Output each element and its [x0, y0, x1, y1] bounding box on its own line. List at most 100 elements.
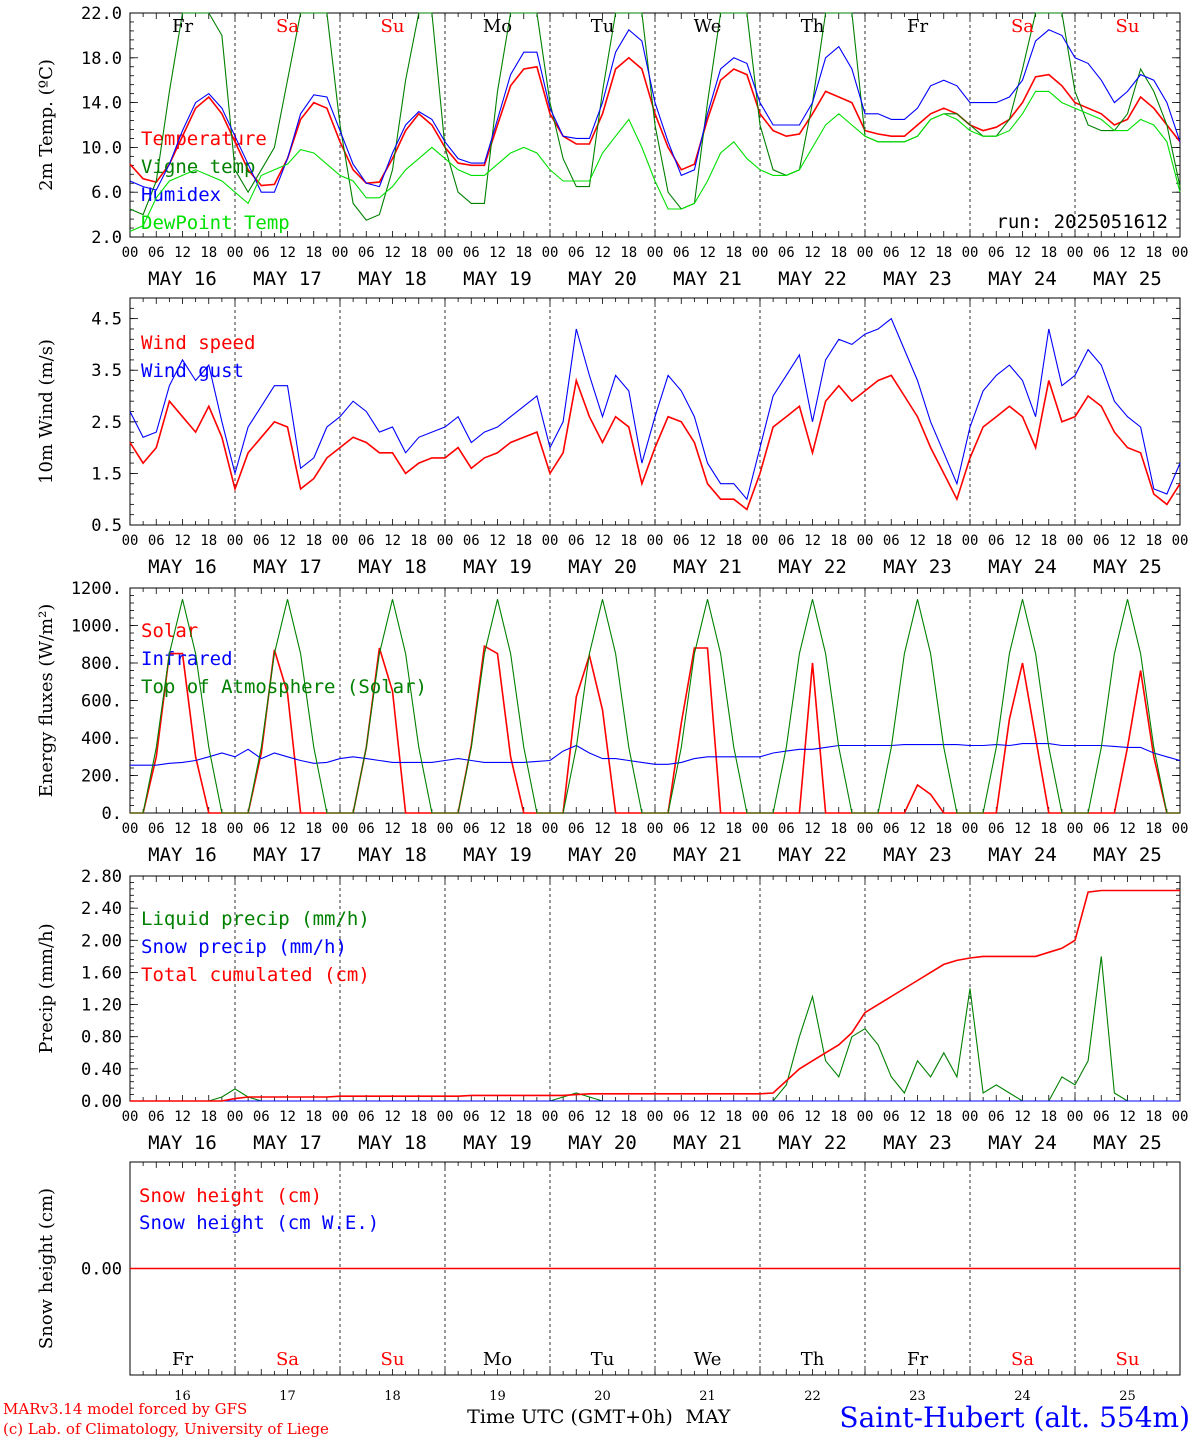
legend-entry: DewPoint Temp: [141, 212, 290, 234]
y-tick-label: 200.: [81, 767, 122, 787]
hour-tick-label: 12: [384, 821, 401, 837]
y-tick-label: 3.5: [91, 361, 122, 381]
hour-tick-label: 06: [673, 1109, 690, 1125]
hour-tick-label: 06: [568, 1109, 585, 1125]
date-label: MAY 22: [778, 844, 847, 866]
plot-frame: [129, 587, 1181, 814]
hour-tick-label: 12: [1014, 821, 1031, 837]
date-label: MAY 24: [988, 1132, 1057, 1154]
hour-tick-label: 18: [1040, 1109, 1057, 1125]
hour-tick-label: 06: [148, 245, 165, 261]
y-tick-label: 1200.: [71, 579, 122, 599]
date-label: MAY 23: [883, 268, 952, 290]
date-label: MAY 21: [673, 556, 742, 578]
date-label: MAY 18: [358, 268, 427, 290]
date-label: MAY 17: [253, 844, 322, 866]
hour-tick-label: 00: [332, 1109, 349, 1125]
hour-tick-label: 06: [1093, 1109, 1110, 1125]
panel-2: 0.5 1.5 2.5 3.5 4.5 10m Wind (m/s) Wind speed W…: [36, 297, 1188, 578]
date-label: MAY 24: [988, 844, 1057, 866]
hour-tick-label: 00: [227, 1109, 244, 1125]
hour-tick-label: 06: [988, 533, 1005, 549]
y-tick-label: 6.0: [91, 183, 122, 203]
date-label: MAY 20: [568, 556, 637, 578]
hour-tick-label: 06: [253, 245, 270, 261]
hour-tick-label: 06: [148, 821, 165, 837]
y-tick-label: 2.80: [81, 867, 122, 887]
day-name: Su: [381, 1349, 405, 1370]
hour-tick-label: 06: [778, 533, 795, 549]
hour-tick-label: 18: [1040, 533, 1057, 549]
hour-tick-label: 12: [909, 1109, 926, 1125]
hour-tick-label: 00: [227, 533, 244, 549]
hour-tick-label: 00: [857, 533, 874, 549]
date-label: MAY 24: [988, 268, 1057, 290]
y-tick-label: 1.20: [81, 996, 122, 1016]
hour-tick-label: 18: [830, 821, 847, 837]
hour-tick-label: 12: [1014, 533, 1031, 549]
hour-tick-label: 18: [725, 245, 742, 261]
hour-tick-label: 12: [384, 245, 401, 261]
hour-tick-label: 00: [437, 245, 454, 261]
hour-tick-label: 00: [332, 821, 349, 837]
hour-tick-label: 00: [542, 533, 559, 549]
panel-1: 2.0 6.0 10.0 14.0 18.0 22.0 2m Temp. (ºC) Tempe…: [36, 4, 1188, 290]
hour-tick-label: 18: [620, 245, 637, 261]
hour-tick-label: 00: [647, 821, 664, 837]
station-label: Saint-Hubert (alt. 554m): [839, 1401, 1190, 1434]
day-number: 21: [699, 1389, 716, 1404]
hour-tick-label: 06: [148, 1109, 165, 1125]
hour-tick-label: 00: [647, 533, 664, 549]
date-label: MAY 20: [568, 844, 637, 866]
hour-tick-label: 06: [568, 533, 585, 549]
hour-tick-label: 12: [1014, 1109, 1031, 1125]
hour-tick-label: 00: [1172, 821, 1189, 837]
hour-tick-label: 18: [830, 533, 847, 549]
hour-tick-label: 12: [804, 533, 821, 549]
legend-entry: Snow precip (mm/h): [141, 936, 347, 958]
hour-tick-label: 00: [752, 533, 769, 549]
day-name: Fr: [172, 1349, 193, 1370]
hour-tick-label: 18: [935, 245, 952, 261]
hour-tick-label: 18: [1040, 245, 1057, 261]
y-tick-label: 2.40: [81, 899, 122, 919]
hour-tick-label: 00: [752, 821, 769, 837]
hour-tick-label: 06: [463, 821, 480, 837]
hour-tick-label: 12: [909, 821, 926, 837]
hour-tick-label: 00: [1067, 245, 1084, 261]
hour-tick-label: 18: [410, 533, 427, 549]
hour-tick-label: 00: [542, 245, 559, 261]
y-tick-label: 600.: [81, 692, 122, 712]
hour-tick-label: 12: [699, 1109, 716, 1125]
hour-tick-label: 12: [804, 821, 821, 837]
hour-tick-label: 00: [962, 533, 979, 549]
hour-tick-label: 06: [358, 1109, 375, 1125]
hour-tick-label: 00: [752, 245, 769, 261]
series-line-dewpoint-temp: [129, 90, 1181, 232]
day-name: Mo: [483, 16, 512, 37]
hour-tick-label: 06: [1093, 821, 1110, 837]
legend-entry: Wind gust: [141, 360, 244, 382]
hour-tick-label: 18: [200, 245, 217, 261]
hour-tick-label: 18: [620, 533, 637, 549]
date-label: MAY 21: [673, 268, 742, 290]
y-axis-label: Energy fluxes (W/m²): [36, 604, 57, 798]
day-number: 17: [279, 1389, 296, 1404]
series-line-vigne-temp: [129, 12, 1181, 221]
hour-tick-label: 18: [830, 245, 847, 261]
hour-tick-label: 18: [1145, 245, 1162, 261]
hour-tick-label: 06: [883, 1109, 900, 1125]
hour-tick-label: 18: [305, 245, 322, 261]
date-label: MAY 25: [1093, 268, 1162, 290]
y-tick-label: 800.: [81, 654, 122, 674]
hour-tick-label: 06: [358, 821, 375, 837]
hour-tick-label: 18: [515, 821, 532, 837]
hour-tick-label: 12: [174, 1109, 191, 1125]
hour-tick-label: 18: [1145, 533, 1162, 549]
hour-tick-label: 12: [594, 821, 611, 837]
hour-tick-label: 00: [542, 1109, 559, 1125]
lab-credit: (c) Lab. of Climatology, University of L…: [3, 1420, 329, 1438]
date-label: MAY 23: [883, 1132, 952, 1154]
hour-tick-label: 00: [962, 821, 979, 837]
hour-tick-label: 12: [279, 533, 296, 549]
